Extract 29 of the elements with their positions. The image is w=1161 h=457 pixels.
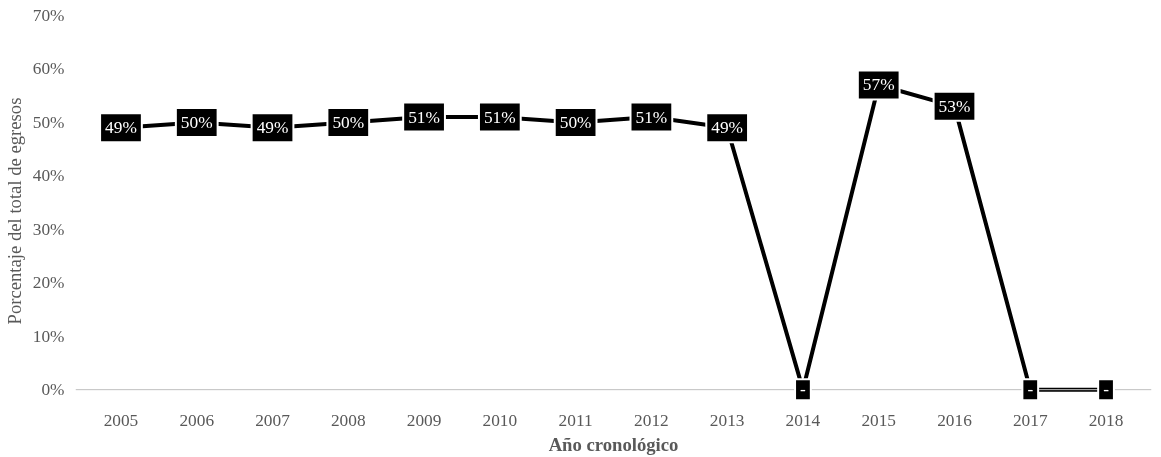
x-axis-title: Año cronológico bbox=[548, 433, 679, 455]
x-tick-label: 2014 bbox=[785, 410, 821, 430]
x-tick-label: 2005 bbox=[103, 410, 139, 430]
data-label: - bbox=[800, 380, 807, 400]
x-tick-label: 2012 bbox=[634, 410, 669, 430]
data-label: - bbox=[1027, 380, 1034, 400]
x-tick-label: 2015 bbox=[861, 410, 897, 430]
y-tick-label: 60% bbox=[32, 59, 65, 79]
y-tick-label: 40% bbox=[32, 166, 65, 186]
data-label: - bbox=[1103, 380, 1110, 400]
y-tick-label: 50% bbox=[32, 112, 65, 132]
data-label: 49% bbox=[105, 118, 137, 138]
y-tick-label: 70% bbox=[32, 6, 65, 25]
x-tick-label: 2016 bbox=[937, 410, 973, 430]
x-tick-label: 2008 bbox=[330, 410, 366, 430]
x-tick-label: 2009 bbox=[406, 410, 442, 430]
x-tick-label: 2011 bbox=[558, 410, 593, 430]
y-tick-label: 10% bbox=[32, 326, 65, 346]
y-tick-label: 20% bbox=[32, 273, 65, 293]
x-tick-label: 2007 bbox=[255, 410, 291, 430]
x-tick-label: 2017 bbox=[1012, 410, 1048, 430]
y-axis-title: Porcentaje del total de egresos bbox=[3, 97, 25, 325]
x-tick-label: 2018 bbox=[1088, 410, 1124, 430]
y-tick-label: 30% bbox=[32, 219, 65, 239]
data-label: 51% bbox=[408, 107, 440, 127]
y-tick-label: 0% bbox=[41, 380, 65, 400]
x-tick-label: 2010 bbox=[482, 410, 518, 430]
x-tick-label: 2013 bbox=[709, 410, 745, 430]
x-tick-label: 2006 bbox=[179, 410, 215, 430]
